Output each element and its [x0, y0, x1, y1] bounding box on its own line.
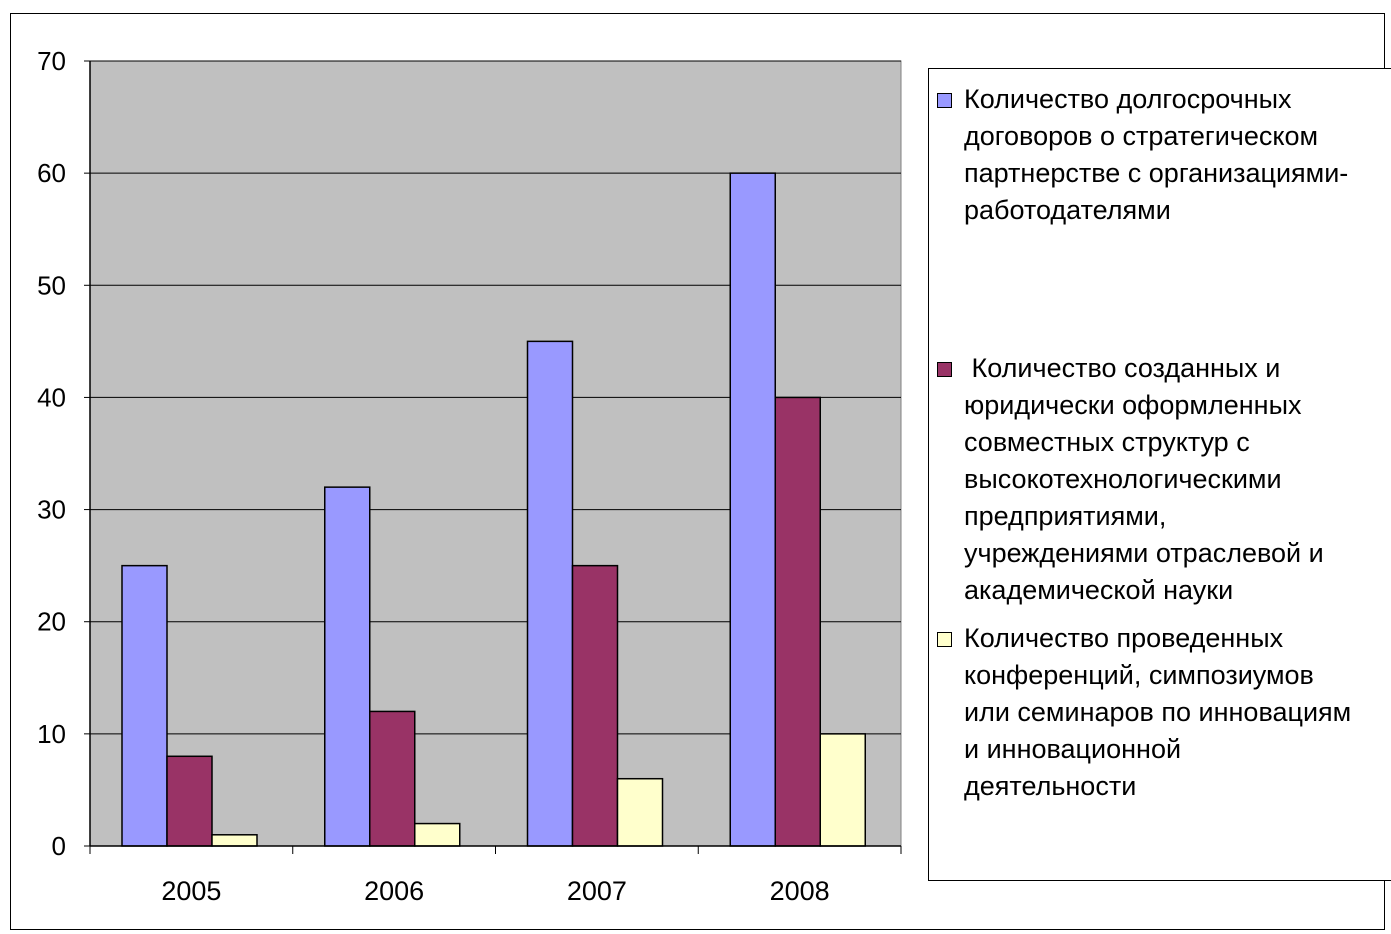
- legend-swatch-series-2: [937, 362, 952, 377]
- legend-swatch-series-3: [937, 632, 952, 647]
- y-tick-label: 70: [37, 46, 66, 76]
- legend-label-series-2: Количество созданных и юридически оформл…: [964, 353, 1324, 605]
- bar-series-2-2005: [166, 755, 213, 847]
- bar-series-1-2008: [729, 172, 776, 847]
- y-tick-label: 0: [52, 831, 66, 861]
- x-tick-label: 2007: [567, 876, 627, 906]
- bar-series-1-2005: [121, 564, 168, 847]
- legend-item-series-1: Количество долгосрочных договоров о стра…: [937, 81, 1377, 229]
- x-tick-label: 2005: [161, 876, 221, 906]
- y-tick-label: 60: [37, 158, 66, 188]
- legend-item-series-2: Количество созданных и юридически оформл…: [937, 350, 1377, 609]
- bar-series-2-2006: [369, 710, 416, 847]
- y-tick-label: 30: [37, 495, 66, 525]
- legend-label-series-1: Количество долгосрочных договоров о стра…: [964, 84, 1349, 225]
- x-tick-label: 2008: [770, 876, 830, 906]
- legend-label-series-3: Количество проведенных конференций, симп…: [964, 623, 1352, 801]
- bar-series-2-2007: [571, 564, 619, 847]
- bar-series-3-2008: [819, 733, 866, 847]
- bar-series-3-2006: [414, 822, 461, 847]
- bar-series-1-2007: [526, 340, 574, 847]
- bar-series-3-2007: [616, 777, 664, 847]
- y-tick-label: 40: [37, 382, 66, 412]
- bar-series-3-2005: [211, 834, 258, 847]
- x-tick-label: 2006: [364, 876, 424, 906]
- legend-item-series-3: Количество проведенных конференций, симп…: [937, 620, 1377, 805]
- bar-series-2-2008: [774, 396, 821, 847]
- y-tick-label: 10: [37, 719, 66, 749]
- legend-swatch-series-1: [937, 93, 952, 108]
- chart-legend: Количество долгосрочных договоров о стра…: [928, 68, 1391, 881]
- y-tick-label: 50: [37, 270, 66, 300]
- bar-series-1-2006: [324, 486, 371, 847]
- y-tick-label: 20: [37, 607, 66, 637]
